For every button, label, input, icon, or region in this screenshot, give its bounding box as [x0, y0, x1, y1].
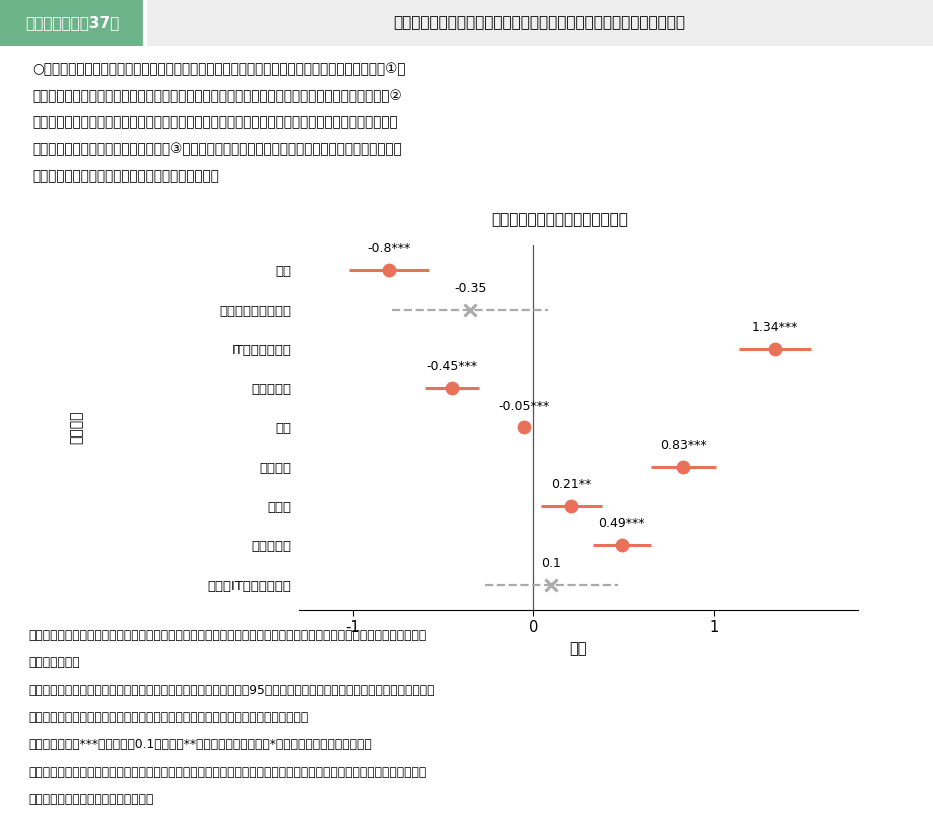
Text: -0.8***: -0.8***: [368, 242, 411, 256]
Text: 資料出所　厚生労働省行政記録情報（雇用保険・職業紹介・職業訓練）をもとに厚生労働省政策統括官付政策統括室にて: 資料出所 厚生労働省行政記録情報（雇用保険・職業紹介・職業訓練）をもとに厚生労働…: [28, 628, 426, 642]
Text: ＩＴの専門訓練を受講した場合は、非ＩＴ分野の訓練を受講した場合と比較して情報技術者への就: ＩＴの専門訓練を受講した場合は、非ＩＴ分野の訓練を受講した場合と比較して情報技術…: [33, 115, 398, 129]
Text: 作成: 作成: [28, 656, 79, 669]
Text: （注）　１）図中の数値は説明変数の係数、直線の横幅は係数の95％信頼区間を示す。赤線（実線）は５％水準で統計: （注） １）図中の数値は説明変数の係数、直線の横幅は係数の95％信頼区間を示す。…: [28, 684, 435, 696]
Text: 0.49***: 0.49***: [599, 517, 645, 530]
Text: 厚生労働省ＨＰを参照。: 厚生労働省ＨＰを参照。: [28, 793, 153, 806]
Text: ３）図に示しているもののほか、前職の産業や職業等を説明変数として用いている。詳細な回帰分析の結果は: ３）図に示しているもののほか、前職の産業や職業等を説明変数として用いている。詳細…: [28, 766, 426, 779]
Bar: [145, 0, 933, 46]
Text: 1.34***: 1.34***: [752, 321, 799, 334]
Text: 的に有意であり、灰色線（破線）は５％水準で有意でないことを示す。: 的に有意であり、灰色線（破線）は５％水準で有意でないことを示す。: [28, 711, 308, 724]
Text: ２）***は有意水準0.1％未満、**は有意水準１％未満、*は有意水準５％未満を示す。: ２）***は有意水準0.1％未満、**は有意水準１％未満、*は有意水準５％未満を…: [28, 739, 371, 751]
Bar: [0, 0, 145, 46]
Text: -0.05***: -0.05***: [498, 399, 550, 413]
Text: -0.45***: -0.45***: [426, 360, 478, 374]
Text: から、その効果には性別による有意な差は無い。: から、その効果には性別による有意な差は無い。: [33, 169, 219, 183]
Text: 0.1: 0.1: [541, 557, 562, 569]
Text: 被説明変数：情報技術者への就職: 被説明変数：情報技術者への就職: [492, 212, 628, 227]
Text: 職確率は有意に高まっており、かつ③女性ダミーとＩＴ専門訓練受講の交差項が有意ではないこと: 職確率は有意に高まっており、かつ③女性ダミーとＩＴ専門訓練受講の交差項が有意では…: [33, 143, 402, 156]
Text: ○　再就職した者が情報技術者になる確率について、ロジスティック回帰分析を行ったところ、①女: ○ 再就職した者が情報技術者になる確率について、ロジスティック回帰分析を行ったと…: [33, 62, 406, 76]
Text: 説明変数: 説明変数: [70, 411, 84, 444]
Text: 性は男性と比較して訓練分野にかかわらず情報技術者に就職する確率が低い傾向があるものの、②: 性は男性と比較して訓練分野にかかわらず情報技術者に就職する確率が低い傾向があるも…: [33, 89, 402, 103]
Text: ＩＴ専門訓練の受講と情報技術者になる確率の関係についての回帰分析: ＩＴ専門訓練の受講と情報技術者になる確率の関係についての回帰分析: [393, 15, 685, 31]
Text: -0.35: -0.35: [454, 281, 486, 295]
X-axis label: 係数: 係数: [570, 641, 587, 656]
Text: 第２－（４）－37図: 第２－（４）－37図: [25, 15, 119, 31]
Text: 0.83***: 0.83***: [660, 439, 706, 452]
Text: 0.21**: 0.21**: [551, 478, 592, 491]
